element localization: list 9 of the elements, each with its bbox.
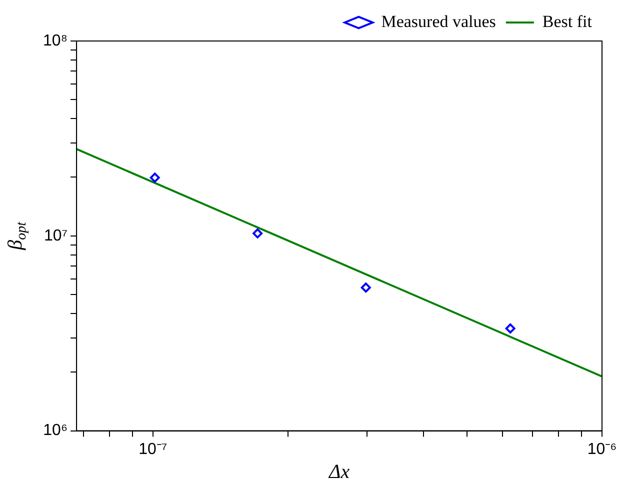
y-tick-label: 10⁸ — [43, 32, 68, 50]
legend-label: Measured values — [381, 12, 496, 31]
x-axis-title: Δx — [328, 461, 350, 484]
x-tick-label: 10⁻⁷ — [138, 440, 168, 458]
legend-label: Best fit — [542, 12, 592, 31]
y-tick-label: 10⁶ — [43, 422, 68, 440]
x-tick-label: 10⁻⁶ — [587, 440, 617, 458]
y-axis-title: βopt — [4, 220, 30, 251]
y-tick-label: 10⁷ — [44, 227, 68, 244]
